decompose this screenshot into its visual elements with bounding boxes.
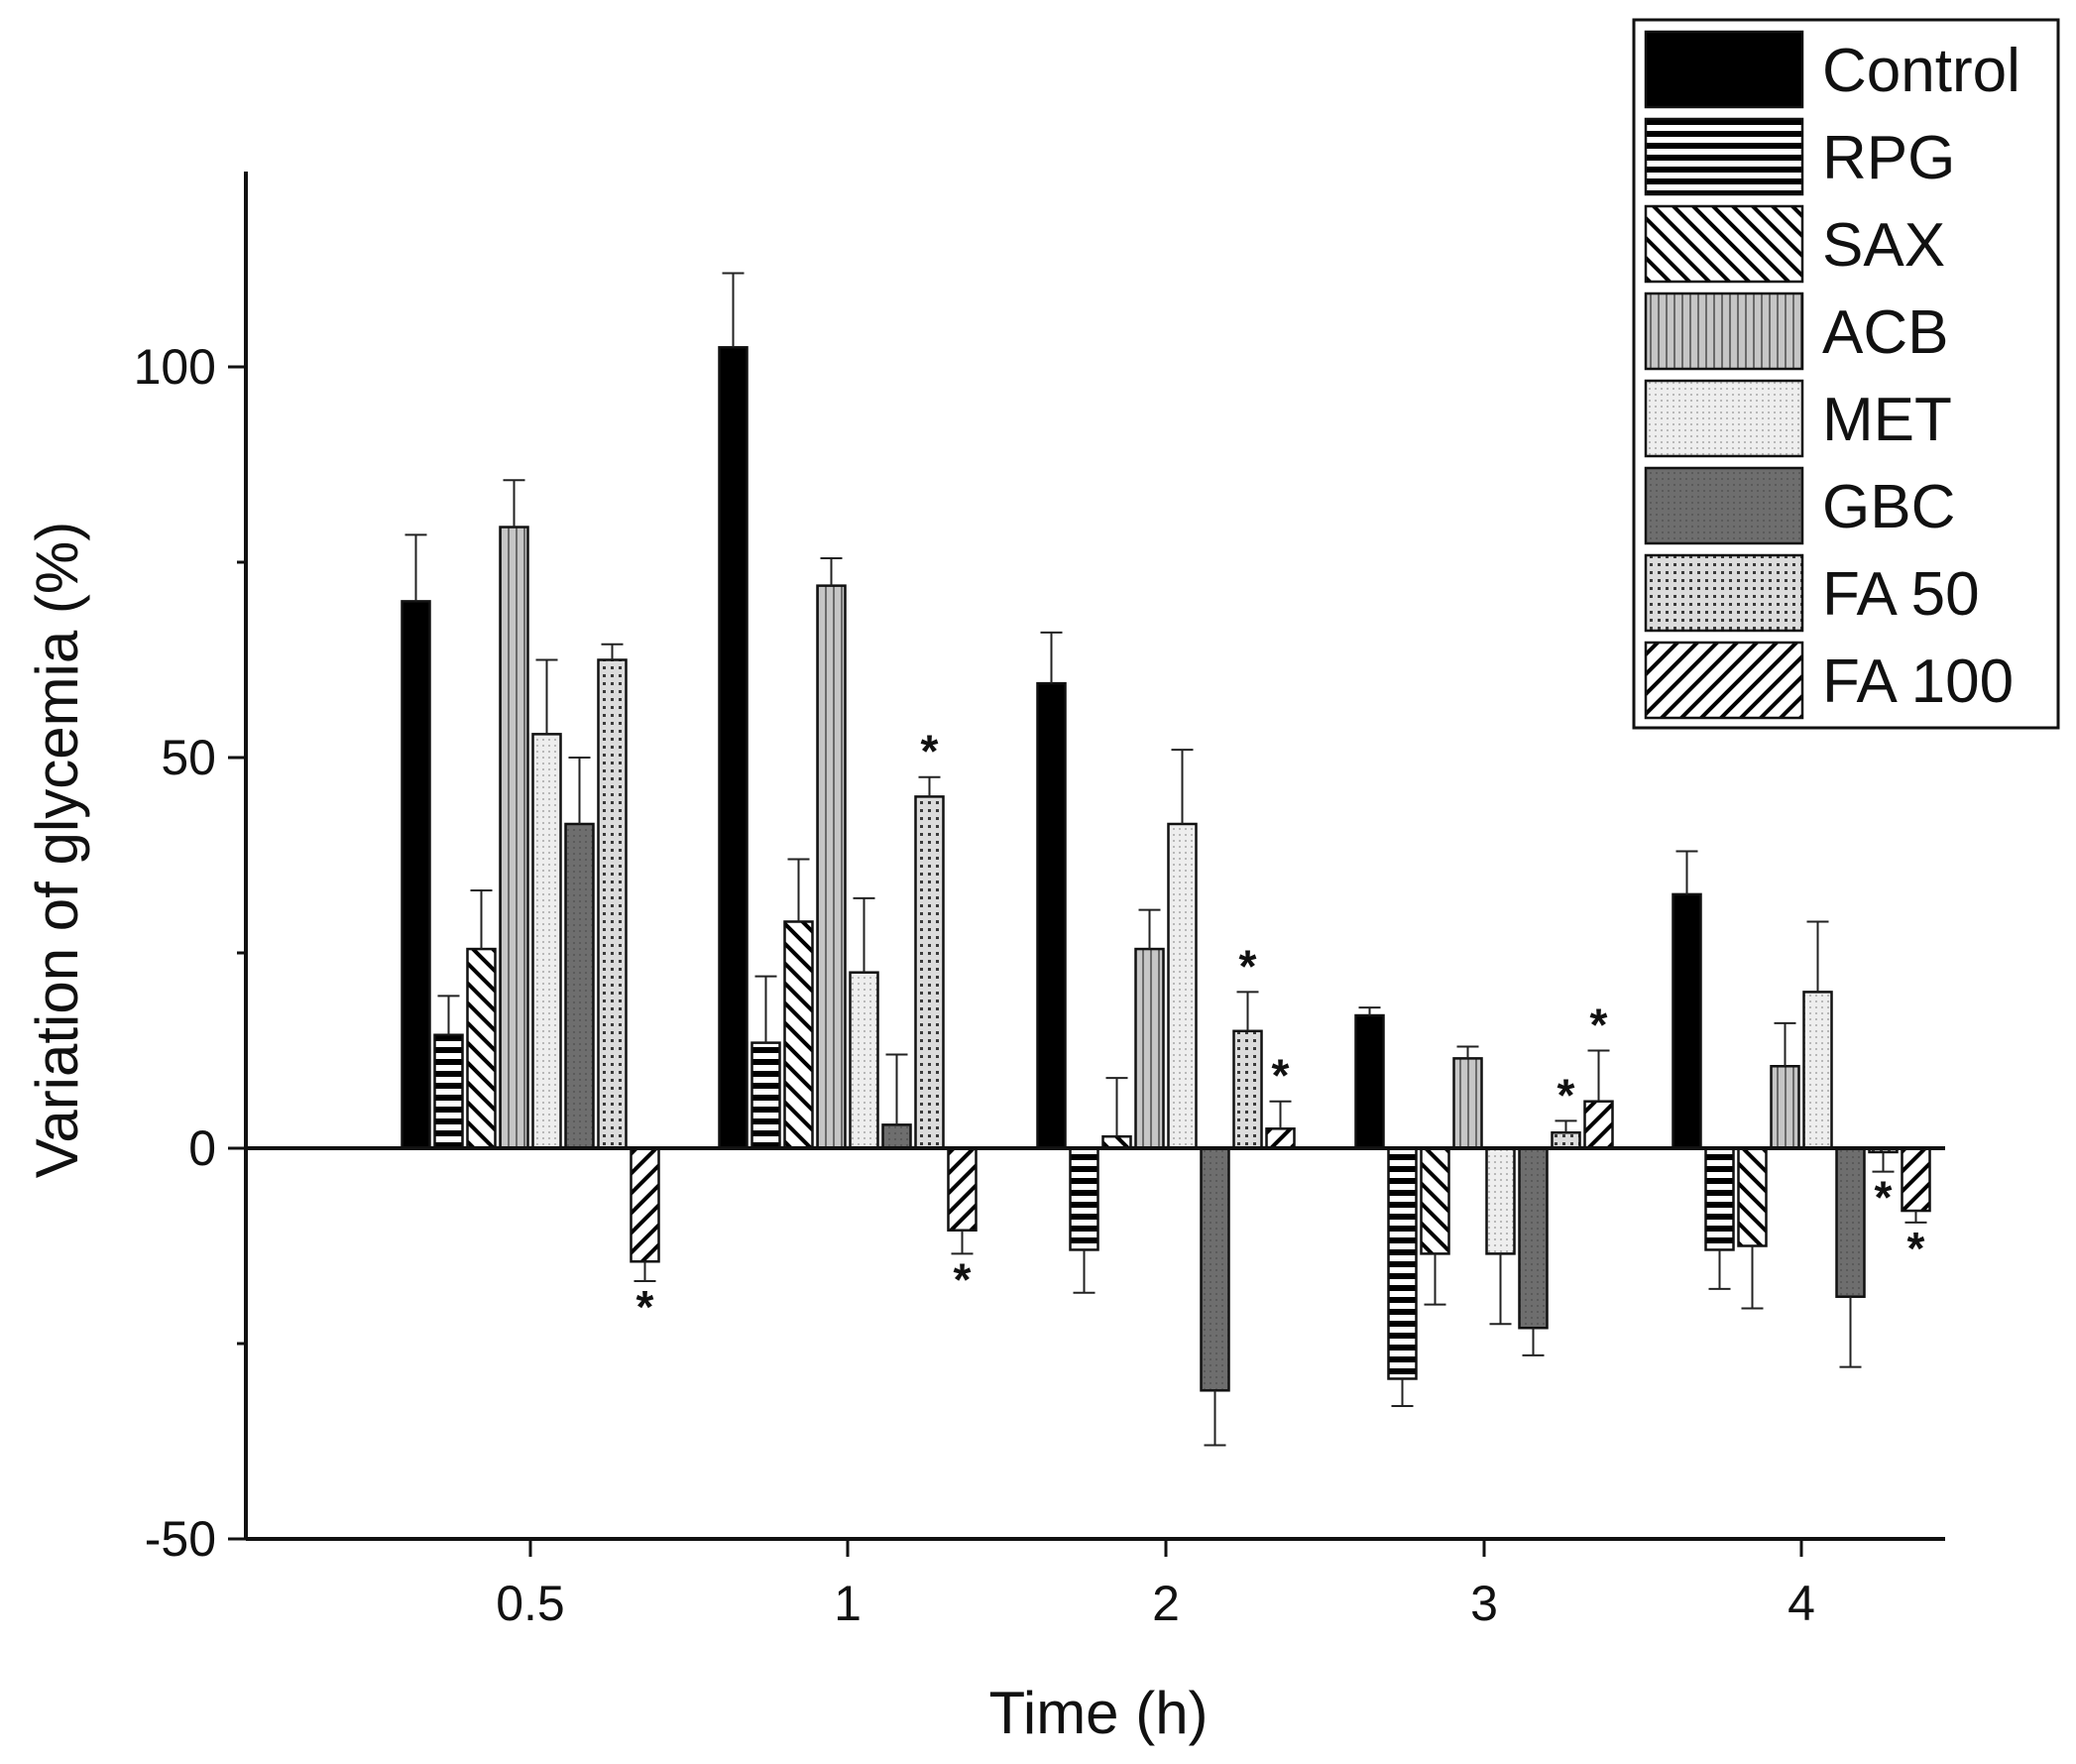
significance-marker: *: [954, 1253, 972, 1305]
significance-marker: *: [1590, 1000, 1608, 1051]
bars-layer: * * * * * * * * *: [401, 272, 1931, 1447]
y-tick-label: 0: [188, 1120, 216, 1176]
y-axis-title: Variation of glycemia (%): [24, 522, 90, 1178]
legend-swatch-control: [1644, 30, 1804, 109]
legend-swatch-sax: [1644, 204, 1804, 284]
y-tick-label: 50: [161, 730, 216, 785]
bar-met: [1485, 1146, 1516, 1255]
legend-label-control: Control: [1822, 37, 2020, 105]
bar-fa-100: [1583, 1100, 1614, 1150]
significance-marker: *: [1875, 1172, 1893, 1224]
bar-sax: [1737, 1146, 1768, 1247]
bar-fa-50: [597, 658, 628, 1150]
legend-label-sax: SAX: [1822, 211, 1945, 280]
bar-fa-100: [1901, 1146, 1931, 1213]
significance-marker: *: [1239, 940, 1257, 992]
bar-acb: [499, 526, 529, 1150]
bar-control: [1036, 681, 1067, 1150]
legend-label-fa-100: FA 100: [1822, 647, 2014, 716]
significance-marker: *: [921, 726, 939, 777]
bar-rpg: [433, 1033, 464, 1150]
ticks-layer: -50 0 50 100 0.5 1 2 3 4: [134, 339, 1815, 1631]
legend-swatch-fa-50: [1644, 553, 1804, 633]
bar-fa-100: [1265, 1127, 1296, 1150]
y-tick-label: 100: [134, 339, 216, 395]
bar-control: [401, 600, 431, 1150]
legend-swatch-gbc: [1644, 466, 1804, 545]
bar-acb: [1452, 1057, 1483, 1150]
bar-met: [849, 971, 879, 1150]
x-tick-label: 3: [1470, 1576, 1498, 1631]
bar-gbc: [1835, 1146, 1866, 1298]
bar-met: [1167, 822, 1198, 1150]
legend: Control RPG SAX ACB MET GBC FA 50 FA 100: [1632, 18, 2060, 730]
bar-gbc: [564, 822, 595, 1150]
significance-marker: *: [1557, 1069, 1575, 1120]
bar-gbc: [1200, 1146, 1230, 1392]
bar-rpg: [1704, 1146, 1735, 1251]
bar-fa-50: [1232, 1029, 1263, 1150]
bar-met: [531, 733, 562, 1150]
legend-swatch-rpg: [1644, 117, 1804, 196]
x-tick-label: 4: [1788, 1576, 1815, 1631]
significance-marker: *: [1272, 1050, 1290, 1102]
significance-marker: *: [636, 1281, 654, 1333]
bar-rpg: [1069, 1146, 1099, 1251]
bar-fa-100: [630, 1146, 660, 1263]
x-tick-label: 2: [1152, 1576, 1180, 1631]
significance-marker: *: [1907, 1223, 1925, 1274]
bar-sax: [1420, 1146, 1450, 1255]
x-tick-label: 0.5: [496, 1576, 565, 1631]
bar-rpg: [1387, 1146, 1418, 1380]
bar-fa-100: [947, 1146, 978, 1232]
bar-fa-50: [914, 795, 945, 1150]
bar-sax: [783, 920, 814, 1150]
bar-control: [1672, 892, 1702, 1150]
x-tick-label: 1: [834, 1576, 862, 1631]
bar-control: [718, 346, 749, 1150]
bar-control: [1354, 1013, 1385, 1150]
bar-fa-50: [1551, 1130, 1581, 1150]
bar-acb: [816, 584, 847, 1150]
y-tick-label: -50: [145, 1511, 216, 1567]
bar-sax: [466, 947, 497, 1150]
legend-label-gbc: GBC: [1822, 473, 1955, 541]
bar-gbc: [881, 1123, 912, 1150]
legend-swatch-acb: [1644, 292, 1804, 371]
legend-swatch-fa-100: [1644, 641, 1804, 720]
bar-rpg: [750, 1041, 781, 1150]
bar-acb: [1770, 1065, 1800, 1150]
bar-acb: [1134, 947, 1165, 1150]
legend-swatch-met: [1644, 379, 1804, 458]
legend-label-fa-50: FA 50: [1822, 560, 1980, 629]
legend-label-met: MET: [1822, 386, 1952, 454]
legend-label-rpg: RPG: [1822, 124, 1955, 192]
x-axis-title: Time (h): [988, 1680, 1208, 1746]
bar-gbc: [1518, 1146, 1549, 1330]
bar-met: [1802, 991, 1833, 1150]
legend-label-acb: ACB: [1822, 298, 1948, 367]
